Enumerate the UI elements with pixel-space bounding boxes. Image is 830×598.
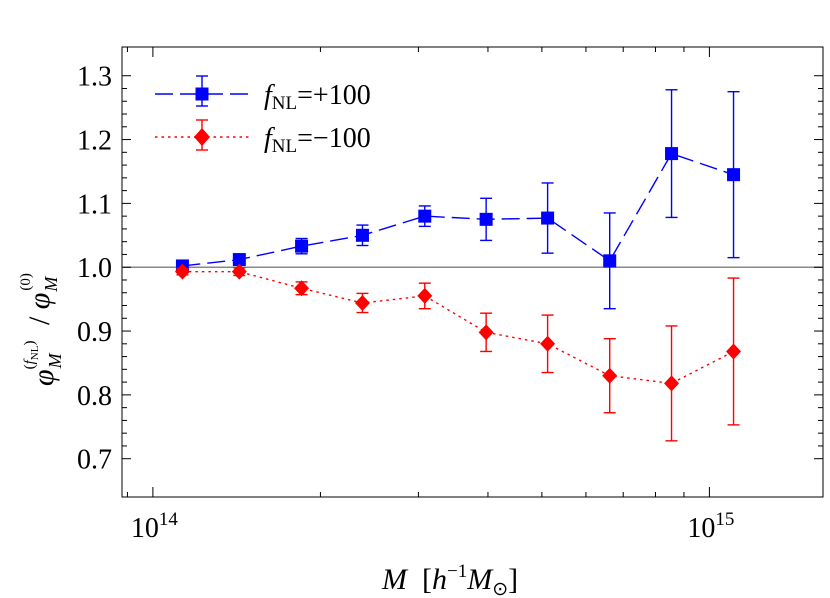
data-series [174, 89, 742, 442]
data-point-square [355, 228, 369, 242]
data-point-diamond [478, 324, 494, 341]
y-tick-label: 0.9 [77, 317, 112, 348]
y-tick-label: 1.2 [77, 126, 112, 157]
data-point-diamond [231, 263, 247, 280]
legend: fNL=+100 fNL=−100 [155, 75, 371, 157]
data-point-diamond [417, 287, 433, 304]
data-point-diamond [726, 343, 742, 360]
series-line [182, 271, 734, 385]
legend-label-plus: fNL=+100 [264, 80, 371, 114]
legend-marker-diamond [194, 128, 210, 146]
data-point-diamond [602, 367, 618, 384]
data-point-square [418, 209, 432, 223]
data-point-square [295, 239, 309, 253]
y-tick-label: 1.0 [77, 253, 112, 284]
plot-frame [121, 46, 824, 498]
data-point-diamond [664, 375, 680, 392]
y-tick-label: 1.3 [77, 62, 112, 93]
series-fnl-minus-100 [174, 263, 742, 442]
legend-marker-square [195, 87, 209, 101]
data-point-diamond [174, 263, 190, 280]
y-tick-label: 1.1 [77, 189, 112, 220]
data-point-square [479, 212, 493, 226]
series-line [182, 152, 734, 267]
x-tick-label: 1014 [131, 509, 179, 544]
x-axis-ticks: 1014 1015 [126, 47, 734, 544]
data-point-square [665, 147, 679, 161]
legend-label-minus: fNL=−100 [264, 123, 371, 157]
x-axis-label: M [h−1M⊙] [381, 561, 518, 598]
data-point-square [541, 211, 555, 225]
x-tick-label: 1015 [687, 509, 734, 544]
legend-entry-minus: fNL=−100 [155, 119, 371, 157]
data-point-diamond [354, 294, 370, 311]
data-point-diamond [540, 335, 556, 352]
y-axis-label: φM(fNL) / φM(0) [18, 273, 65, 386]
data-point-diamond [294, 280, 310, 297]
y-tick-label: 0.8 [77, 381, 112, 412]
y-tick-label: 0.7 [77, 445, 112, 476]
data-point-square [603, 254, 617, 268]
series-fnl-plus-100 [175, 89, 741, 310]
data-point-square [727, 168, 741, 182]
legend-entry-plus: fNL=+100 [155, 75, 371, 114]
data-point-square [232, 253, 246, 267]
y-axis-ticks: 0.7 0.8 0.9 1.0 1.1 1.2 1.3 [77, 62, 823, 476]
